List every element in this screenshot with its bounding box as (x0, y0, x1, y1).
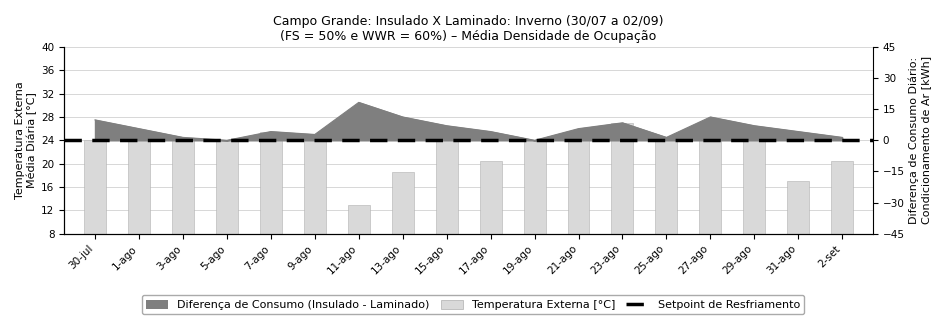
Bar (611, 123, 634, 234)
Title: Campo Grande: Insulado X Laminado: Inverno (30/07 a 02/09)
(FS = 50% e WWR = 60%: Campo Grande: Insulado X Laminado: Inver… (273, 15, 664, 43)
Legend: Diferença de Consumo (Insulado - Laminado), Temperatura Externa [°C], Setpoint d: Diferença de Consumo (Insulado - Laminad… (142, 295, 804, 315)
Bar (480, 161, 501, 234)
Bar (172, 140, 194, 234)
Bar (436, 140, 458, 234)
Bar (216, 140, 237, 234)
Bar (84, 140, 106, 234)
Bar (392, 172, 413, 234)
Bar (523, 140, 546, 234)
Bar (304, 140, 325, 234)
Bar (568, 137, 589, 234)
Bar (348, 204, 370, 234)
Y-axis label: Diferença de Consumo Diário:
Condicionamento de Ar [kWh]: Diferença de Consumo Diário: Condicionam… (909, 56, 931, 224)
Y-axis label: Temperatura Externa
Média Diária [°C]: Temperatura Externa Média Diária [°C] (15, 82, 37, 199)
Bar (832, 161, 853, 234)
Bar (787, 181, 809, 234)
Bar (260, 132, 282, 234)
Bar (699, 140, 722, 234)
Bar (744, 140, 765, 234)
Bar (656, 140, 677, 234)
Bar (128, 140, 149, 234)
